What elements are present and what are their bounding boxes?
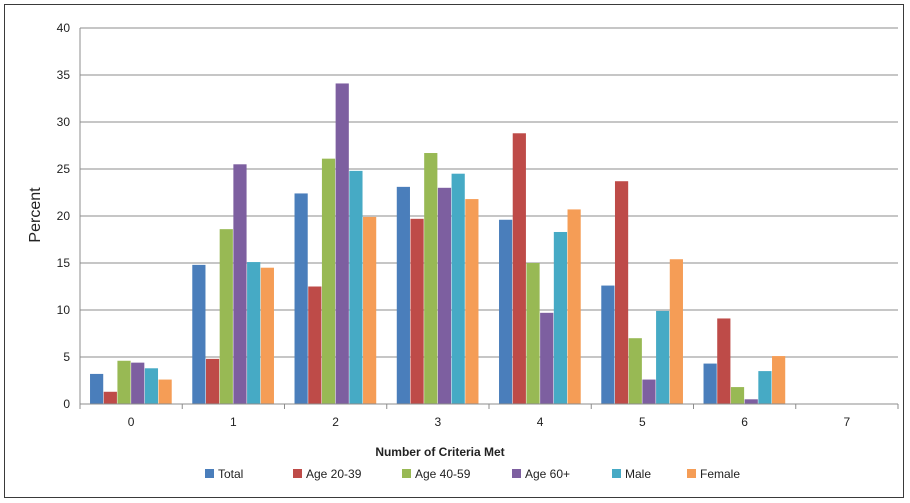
chart-frame: [4, 4, 904, 498]
x-tick-label: 2: [332, 415, 339, 429]
x-tick-label: 5: [639, 415, 646, 429]
y-tick-label: 5: [63, 350, 70, 364]
legend-swatch: [205, 469, 214, 478]
bar: [730, 387, 745, 404]
bar: [642, 379, 656, 404]
x-axis-ticks: 0 1 2 3 4 5 6 7: [128, 415, 851, 429]
bar: [669, 259, 683, 404]
legend-label: Total: [218, 467, 243, 481]
legend-label: Male: [625, 467, 651, 481]
legend-label: Female: [700, 467, 740, 481]
y-axis-ticks: 0 5 10 15 20 25 30 35 40: [57, 21, 71, 411]
legend-label: Age 60+: [525, 467, 570, 481]
bar: [437, 187, 452, 404]
legend-swatch: [293, 469, 302, 478]
x-tick-label: 3: [435, 415, 442, 429]
bar: [772, 356, 786, 404]
x-axis-title: Number of Criteria Met: [375, 445, 504, 459]
bar: [192, 264, 206, 404]
bar: [260, 267, 274, 404]
bar: [396, 186, 410, 404]
bar: [465, 199, 479, 404]
x-tick-label: 0: [128, 415, 135, 429]
bar: [499, 219, 513, 404]
x-tick-label: 1: [230, 415, 237, 429]
y-tick-label: 40: [57, 21, 71, 35]
bar: [717, 318, 731, 404]
bar: [540, 312, 554, 404]
bar: [117, 360, 131, 404]
y-tick-label: 20: [57, 209, 71, 223]
bar: [144, 368, 159, 404]
bar: [308, 286, 322, 404]
bar: [656, 310, 670, 404]
bar: [158, 379, 172, 404]
y-tick-label: 30: [57, 115, 71, 129]
y-axis-title: Percent: [27, 187, 44, 243]
bar: [424, 153, 438, 404]
bar: [349, 170, 363, 404]
bar: [601, 285, 615, 404]
y-tick-label: 25: [57, 162, 71, 176]
bar: [567, 209, 581, 404]
legend-label: Age 20-39: [306, 467, 362, 481]
bar: [614, 181, 629, 404]
bar: [553, 231, 568, 404]
bar: [321, 158, 336, 404]
bar: [247, 262, 261, 404]
bar: [294, 193, 308, 404]
bar: [526, 263, 540, 404]
bar: [363, 216, 377, 404]
bar: [703, 363, 717, 404]
bar: [410, 218, 424, 404]
bar: [628, 338, 642, 404]
x-tick-label: 6: [741, 415, 748, 429]
bar: [103, 391, 117, 404]
bar: [131, 362, 145, 404]
y-tick-label: 35: [57, 68, 71, 82]
bar: [219, 229, 233, 404]
legend-swatch: [402, 469, 411, 478]
bar: [451, 173, 465, 404]
bar: [233, 164, 247, 404]
bar: [512, 133, 526, 404]
x-tick-label: 4: [537, 415, 544, 429]
legend-swatch: [512, 469, 521, 478]
bar: [90, 373, 104, 404]
bars: [90, 83, 888, 405]
y-tick-label: 15: [57, 256, 71, 270]
legend-swatch: [612, 469, 621, 478]
legend-label: Age 40-59: [415, 467, 471, 481]
legend: Total Age 20-39 Age 40-59 Age 60+ Male Female: [205, 467, 740, 481]
y-tick-label: 0: [63, 397, 70, 411]
bar: [335, 83, 349, 405]
x-tick-label: 7: [844, 415, 851, 429]
y-tick-label: 10: [57, 303, 71, 317]
bar: [205, 358, 220, 404]
x-axis: [79, 403, 899, 409]
legend-swatch: [687, 469, 696, 478]
bar: [758, 371, 772, 404]
bar: [744, 399, 758, 404]
